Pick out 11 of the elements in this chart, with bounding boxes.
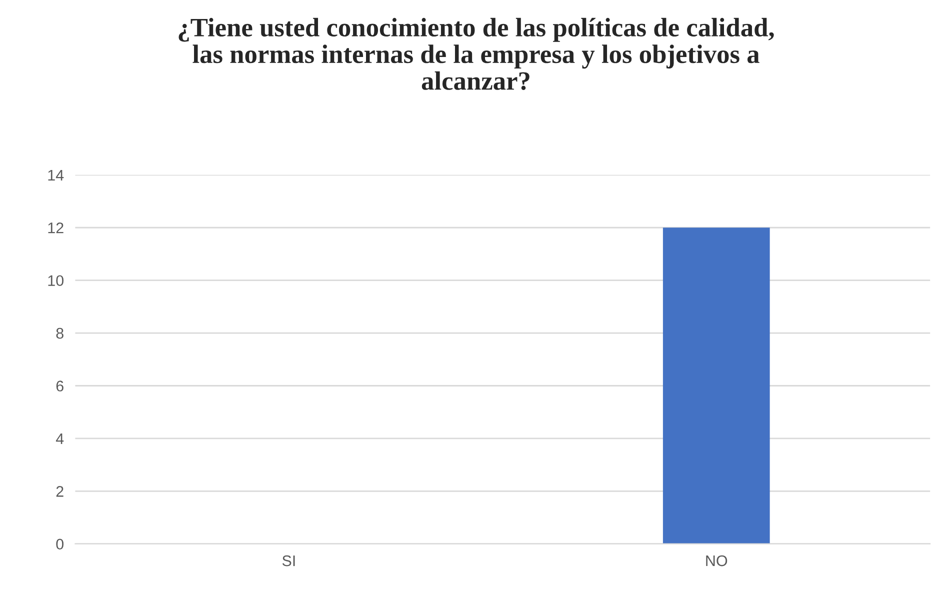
y-tick-label: 10 [48, 275, 64, 286]
y-tick-label: 14 [48, 170, 64, 180]
y-tick-label: 8 [56, 328, 64, 339]
x-tick-label: SI [282, 555, 295, 566]
y-tick-label: 6 [56, 380, 64, 392]
y-tick-label: 4 [56, 433, 64, 444]
chart-title: ¿Tiene usted conocimiento de las políticas de calidad, las normas internas de la empresa y los objetivos a alcanzar? [178, 18, 774, 90]
y-tick-label: 0 [56, 538, 64, 550]
x-tick-label: NO [706, 555, 728, 566]
y-tick-label: 2 [56, 486, 64, 497]
y-tick-label: 12 [48, 222, 64, 234]
